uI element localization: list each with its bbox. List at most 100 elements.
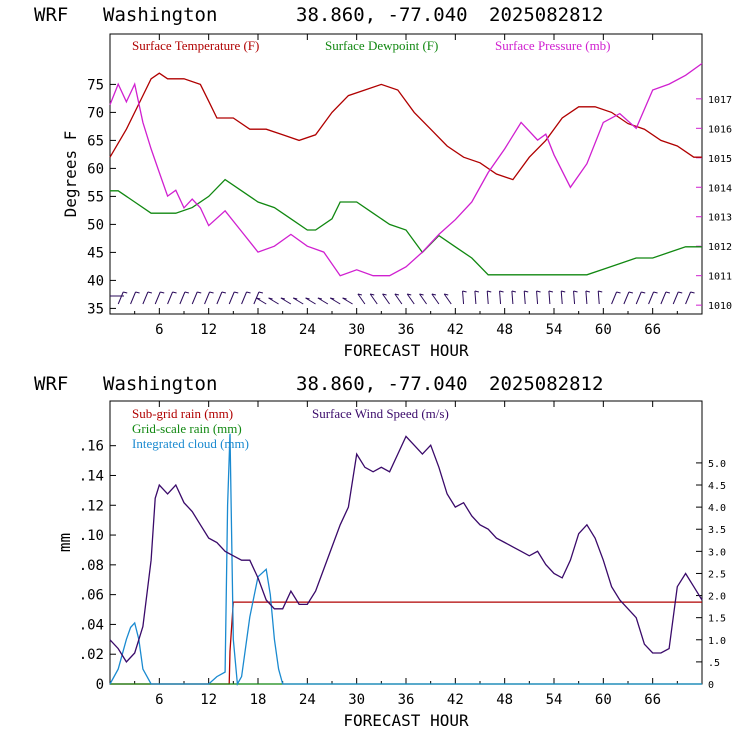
wind-barb-flag [653,291,658,294]
y-right-tick-label: 1012 [708,242,732,253]
wind-barb-flag [172,291,177,294]
top-run-label: 2025082812 [489,4,604,26]
x-tick-label: 30 [348,692,365,708]
legend-entry: Surface Temperature (F) [132,38,259,53]
y-right-tick-label: 1014 [708,183,732,194]
wind-barb-flag [524,290,529,293]
wind-barb-flag [123,291,128,294]
wind-barb [419,293,427,305]
x-tick-label: 12 [200,692,217,708]
wind-barb [560,290,563,305]
bottom-run-label: 2025082812 [489,373,604,395]
wind-barb-flag [394,293,400,296]
wind-barb-flag [585,290,591,293]
x-tick-label: 54 [546,692,563,708]
x-tick-label: 48 [496,322,513,338]
y-left-tick-label: 45 [87,245,104,261]
y-left-tick-label: .14 [79,468,104,484]
x-tick-label: 66 [644,692,661,708]
y-right-tick-label: 3.5 [708,525,726,536]
temperature-line [109,72,702,181]
y-left-tick-label: 75 [87,77,104,93]
wind-barb [511,290,514,305]
wind-barb [179,291,186,305]
top-chart-header: WRF Washington 38.860, -77.040 202508281… [0,0,740,30]
wind-barb [406,293,415,305]
wind-barb [672,291,679,305]
wind-barb [117,291,124,305]
y-right-tick-label: 1011 [708,272,732,283]
integrated-cloud-line [109,433,702,687]
x-axis-label: FORECAST HOUR [343,341,469,360]
wind-barb [204,291,211,305]
x-tick-label: 18 [250,692,267,708]
legend-entry: Surface Dewpoint (F) [325,38,438,53]
y-left-tick-label: .06 [79,588,104,604]
wind-barb-flag [160,291,165,294]
bottom-chart-header: WRF Washington 38.860, -77.040 202508281… [0,369,740,399]
y-left-tick-label: .12 [79,498,104,514]
plot-frame-1 [109,33,703,315]
y-right-tick-label: 4.5 [708,481,726,492]
x-tick-label: 36 [398,692,415,708]
wind-barb-flag [511,290,517,293]
x-tick-label: 42 [447,322,464,338]
wind-barb [523,290,526,305]
wind-barb [499,290,502,305]
y-right-tick-label: 1010 [708,301,732,312]
x-tick-label: 60 [595,322,612,338]
wind-barb-flag [330,297,335,300]
wind-barb-flag [382,293,387,296]
pressure-line [109,62,703,277]
wind-barb [536,290,539,305]
wind-barb-flag [474,290,480,293]
wind-barb [280,297,292,305]
top-model-label: WRF [34,4,69,26]
wind-barb-flag [135,291,140,294]
y-left-tick-label: .02 [79,647,104,663]
x-tick-label: 12 [200,322,217,338]
x-tick-label: 24 [299,692,316,708]
x-tick-label: 42 [447,692,464,708]
wind-barb-flag [184,291,190,294]
bottom-coords-label: 38.860, -77.040 [296,373,468,395]
wind-barb-flag [628,291,634,294]
y-left-tick-label: 40 [87,273,104,289]
wind-barb-flag [357,293,363,296]
y-left-tick-label: .16 [79,439,104,455]
x-tick-label: 30 [348,322,365,338]
wind-barb [255,297,267,305]
x-axis-label: FORECAST HOUR [343,711,469,730]
wind-barb [228,291,235,305]
legend-entry: Integrated cloud (mm) [132,436,249,451]
wind-barb [685,291,692,305]
wind-barb [474,290,477,305]
y-right-tick-label: 1.0 [708,636,726,647]
wind-barb-flag [690,291,695,294]
y-left-tick-label: 35 [87,301,104,317]
wind-barb-flag [234,291,239,294]
y-right-tick-label: 0 [708,680,714,691]
wind-barb [648,291,655,305]
y-right-tick-label: 1013 [708,213,732,224]
y-left-tick-label: 0 [96,677,104,693]
y-right-tick-label: 5.0 [708,459,726,470]
wind-barb-flag [147,291,153,294]
x-tick-label: 6 [155,692,163,708]
wind-speed-line [109,435,703,663]
wind-barb-flag [246,291,251,294]
wind-barb-flag [197,291,202,294]
wind-barb [357,293,366,305]
wind-barb [443,293,452,305]
y-left-tick-label: 70 [87,105,104,121]
y-axis-label: Degrees F [61,131,80,218]
x-tick-label: 54 [546,322,563,338]
wind-barb-flag [268,297,273,300]
wind-barb [611,291,618,305]
wind-barb [317,297,329,305]
wind-barb [154,291,161,305]
dewpoint-line [110,178,702,276]
wind-barb-flag [561,290,566,293]
x-tick-label: 36 [398,322,415,338]
legend-entry: Grid-scale rain (mm) [132,421,242,436]
